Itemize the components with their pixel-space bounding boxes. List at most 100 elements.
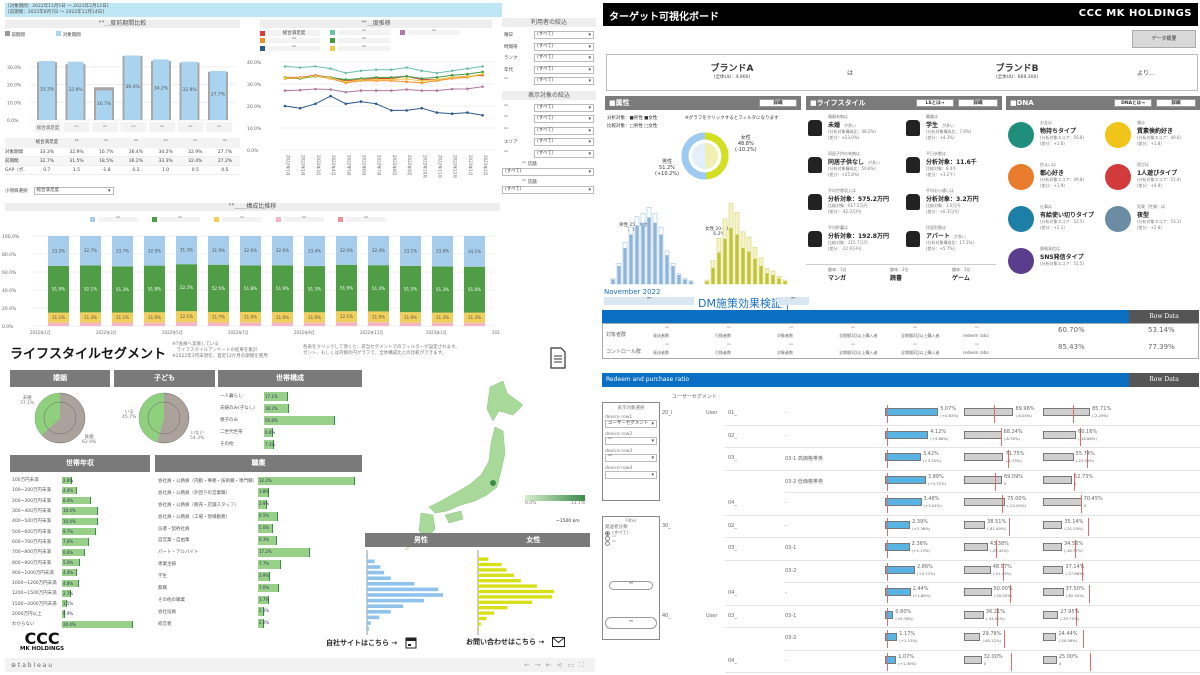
- redo-icon[interactable]: →: [534, 660, 546, 669]
- bar-current[interactable]: [67, 61, 84, 120]
- stacked-segment[interactable]: [400, 265, 421, 313]
- female-age-bar[interactable]: [735, 234, 739, 285]
- male-age-bar[interactable]: [671, 266, 675, 284]
- series-point[interactable]: [466, 75, 469, 78]
- series-point[interactable]: [374, 76, 378, 79]
- purchase-ratio-bar[interactable]: [1043, 633, 1057, 641]
- income-row[interactable]: 2000万円以上 0.9%: [12, 609, 73, 619]
- bar[interactable]: 3.7%: [258, 595, 269, 605]
- redeem-row[interactable]: 03-2 1.17% (+1.13%) 29.78% (-65.22%) 24.44% (-…: [600, 628, 1200, 651]
- purchase-ratio-bar[interactable]: [964, 430, 1002, 439]
- income-row[interactable]: 1200~1500万円未満 2.7%: [12, 588, 73, 598]
- stacked-segment[interactable]: [48, 236, 69, 266]
- redeem-ratio-bar[interactable]: [885, 430, 929, 439]
- household-row[interactable]: 一人暮らし 17.1%: [220, 390, 288, 402]
- radio-button[interactable]: [605, 536, 610, 541]
- series-point[interactable]: [405, 75, 408, 78]
- female-age-bar[interactable]: [478, 595, 553, 599]
- female-age-bar[interactable]: [478, 568, 507, 572]
- lifestyle-item[interactable]: 平均お小遣いは 分析対象：3.2万円 比較対象：3.0万円 (差分：+0.3万円): [904, 188, 1000, 222]
- stacked-segment[interactable]: [144, 312, 165, 323]
- stacked-segment[interactable]: [304, 236, 325, 267]
- series-point[interactable]: [344, 80, 348, 84]
- bar[interactable]: 4.4%: [62, 486, 78, 495]
- series-point[interactable]: [390, 78, 393, 81]
- female-age-bar[interactable]: [478, 562, 502, 567]
- female-age-bar[interactable]: [705, 281, 709, 284]
- children-header[interactable]: 子ども: [114, 370, 215, 387]
- dna-item[interactable]: 情報発信は SNS発信タイプ (分析対象スコア：51.5): [1006, 246, 1101, 282]
- dna-item[interactable]: 仕事は 有給使い切りタイプ (分析対象スコア：52.5) (差分：+2.1): [1006, 204, 1101, 240]
- dna-item[interactable]: 住まいは 都心好き (分析対象スコア：49.8) (差分：+1.9): [1006, 162, 1101, 198]
- series-point[interactable]: [298, 66, 302, 69]
- bar[interactable]: 9.7%: [62, 528, 96, 536]
- female-age-bar[interactable]: [747, 251, 751, 284]
- stacked-segment[interactable]: [432, 266, 453, 313]
- redeem-row[interactable]: 30_ 02_ - 2.39% (+2.36%) 38.51% (-61.49%) 35.14…: [600, 516, 1200, 538]
- stacked-segment[interactable]: [176, 264, 197, 312]
- female-age-bar[interactable]: [729, 228, 733, 284]
- stacked-segment[interactable]: [464, 266, 485, 313]
- stacked-segment[interactable]: [304, 266, 325, 313]
- series-point[interactable]: [466, 67, 469, 70]
- stacked-segment[interactable]: [80, 322, 101, 326]
- pie-inner-ring[interactable]: [147, 401, 181, 435]
- stacked-segment[interactable]: [80, 236, 101, 266]
- purchase-ratio-bar[interactable]: [964, 453, 1004, 461]
- age-histogram[interactable]: [605, 196, 801, 286]
- sub-item-select[interactable]: 総合満足度: [33, 187, 114, 195]
- lifestyle-item[interactable]: 同居子供の有無は 同居子供なし が多い (分析対象構成比：50.6%) (差分：+25.…: [806, 151, 902, 185]
- redeem-ratio-bar[interactable]: [885, 520, 911, 529]
- purchase-ratio-bar[interactable]: [1043, 588, 1064, 596]
- series-point[interactable]: [481, 85, 484, 88]
- filter-select[interactable]: (すべて): [534, 77, 594, 85]
- male-age-bar[interactable]: [367, 570, 385, 575]
- lifestyle-item[interactable]: 平均世帯収入は 分析対象：575.2万円 比較対象：617.5万円 (差分：-42.3…: [806, 188, 902, 222]
- series-point[interactable]: [390, 76, 393, 79]
- series-point[interactable]: [283, 65, 287, 68]
- stacked-segment[interactable]: [464, 312, 485, 323]
- series-point[interactable]: [329, 88, 332, 91]
- pie-minority-slice[interactable]: [35, 393, 60, 436]
- bar[interactable]: 6.6%: [264, 427, 275, 437]
- bar[interactable]: 2.8%: [62, 476, 73, 484]
- series-point[interactable]: [450, 76, 454, 79]
- male-age-bar[interactable]: [647, 217, 651, 284]
- pie-minority-slice[interactable]: [139, 393, 164, 443]
- stacked-segment[interactable]: [368, 322, 389, 326]
- marriage-header[interactable]: 婚姻: [10, 370, 110, 387]
- analysis-legend[interactable]: 分析対象：■男性 ■女性: [607, 116, 658, 121]
- series-point[interactable]: [314, 74, 317, 78]
- legend-item[interactable]: "": [260, 46, 320, 51]
- female-age-bar[interactable]: [478, 611, 495, 615]
- redeem-row-data-button[interactable]: Row Data: [1129, 373, 1199, 387]
- series-point[interactable]: [359, 100, 363, 103]
- contact-link[interactable]: お問い合わせはこちら →: [466, 637, 566, 647]
- bar[interactable]: 5.0%: [258, 524, 273, 533]
- female-age-bar[interactable]: [765, 273, 769, 284]
- marriage-pie[interactable]: [34, 392, 86, 444]
- contact-link-label[interactable]: お問い合わせはこちら →: [466, 638, 545, 646]
- filter-button-2[interactable]: "": [605, 617, 657, 629]
- purchase-ratio-bar[interactable]: [964, 475, 1002, 484]
- dna-detail-button[interactable]: 詳細: [1156, 99, 1196, 107]
- filter-select[interactable]: (すべて): [534, 42, 594, 51]
- purchase-ratio-bar[interactable]: [1043, 408, 1091, 416]
- legend-item[interactable]: "": [260, 38, 320, 43]
- redeem-ratio-bar[interactable]: [885, 453, 921, 461]
- stacked-segment[interactable]: [144, 322, 165, 326]
- purchase-ratio-bar[interactable]: [1043, 655, 1057, 664]
- male-age-bar[interactable]: [367, 582, 415, 586]
- document-icon[interactable]: [550, 347, 566, 369]
- bar-current[interactable]: [96, 90, 112, 120]
- redeem-ratio-bar[interactable]: [885, 655, 897, 664]
- fullscreen-icon[interactable]: ⛶: [579, 660, 589, 669]
- bar[interactable]: 2.7%: [62, 589, 73, 598]
- male-age-bar[interactable]: [665, 255, 669, 284]
- attribute-detail-button[interactable]: 詳細: [759, 99, 797, 107]
- stacked-segment[interactable]: [176, 311, 197, 323]
- purchase-ratio-bar[interactable]: [1043, 475, 1072, 484]
- job-row[interactable]: 会社員・公務員（工場・現場勤務） 6.5%: [158, 511, 278, 523]
- share-icon[interactable]: ⋖: [556, 660, 568, 669]
- legend-item[interactable]: "": [330, 38, 390, 43]
